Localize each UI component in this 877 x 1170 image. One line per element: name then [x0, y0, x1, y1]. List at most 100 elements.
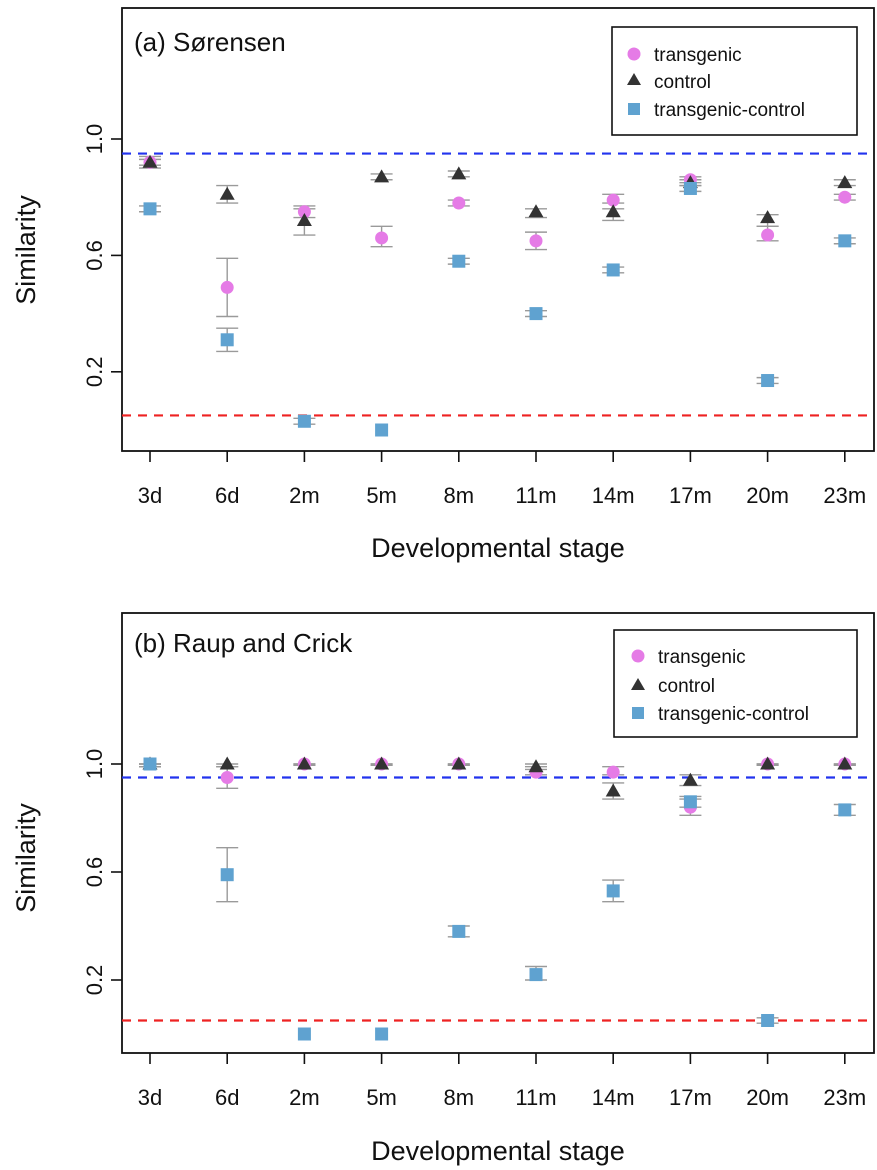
data-point-transgenic-control: [452, 924, 466, 938]
legend-key-control: [627, 73, 641, 85]
x-tick-label: 8m: [444, 483, 475, 508]
y-tick-label: 0.2: [82, 965, 107, 996]
data-point-transgenic: [220, 771, 234, 784]
panel-title: (b) Raup and Crick: [134, 628, 353, 658]
x-tick-label: 20m: [746, 1085, 789, 1110]
data-point-control: [374, 169, 390, 183]
data-point-control: [296, 756, 312, 770]
x-axis: 3d 6d 2m 5m 8m 11m 14m 17m 20m 23m: [138, 451, 866, 508]
data-point-control: [837, 756, 853, 770]
data-point-transgenic-control: [838, 234, 852, 248]
data-point-transgenic-control: [761, 374, 775, 388]
data-point-control: [837, 175, 853, 189]
x-tick-label: 11m: [515, 1085, 556, 1110]
x-tick-label: 6d: [215, 483, 239, 508]
legend-label-control: control: [658, 676, 715, 697]
x-tick-label: 20m: [746, 483, 789, 508]
data-point-transgenic: [297, 205, 311, 219]
data-marks: [139, 756, 856, 1041]
data-point-transgenic: [761, 228, 775, 242]
data-point-transgenic-control: [375, 1027, 389, 1041]
data-point-transgenic-control: [220, 333, 234, 347]
x-tick-label: 3d: [138, 483, 162, 508]
data-point-control: [682, 772, 698, 786]
legend-label-transgenic-control: transgenic-control: [658, 704, 809, 725]
data-point-transgenic-control: [529, 968, 543, 982]
legend: transgenic control transgenic-control: [613, 629, 858, 738]
x-tick-label: 2m: [289, 1085, 320, 1110]
legend-key-transgenic-control: [628, 103, 640, 115]
legend-box: [613, 629, 858, 738]
data-point-transgenic: [529, 234, 543, 248]
data-point-transgenic-control: [297, 1027, 311, 1041]
y-tick-label: 1.0: [82, 124, 107, 155]
legend-box: [611, 26, 858, 136]
legend-label-transgenic: transgenic: [654, 45, 742, 66]
y-tick-label: 0.6: [82, 857, 107, 888]
data-point-transgenic: [838, 190, 852, 204]
data-point-transgenic-control: [143, 202, 157, 216]
x-tick-label: 23m: [823, 483, 866, 508]
x-tick-label: 6d: [215, 1085, 239, 1110]
y-tick-label: 1.0: [82, 749, 107, 780]
legend-key-transgenic-control: [632, 707, 644, 719]
x-tick-label: 11m: [515, 483, 556, 508]
data-point-control: [605, 783, 621, 797]
panel-a: (a) Sørensen transgenic control transgen…: [11, 7, 875, 563]
plot-frame: [121, 612, 875, 1054]
x-tick-label: 5m: [366, 1085, 397, 1110]
panel-title: (a) Sørensen: [134, 27, 286, 57]
data-point-control: [296, 212, 312, 226]
y-axis: 0.2 0.6 1.0: [82, 749, 122, 996]
data-point-transgenic-control: [297, 414, 311, 428]
data-point-transgenic-control: [143, 757, 157, 771]
data-point-control: [528, 204, 544, 218]
legend-key-transgenic: [631, 649, 645, 663]
data-point-control: [605, 204, 621, 218]
data-point-transgenic-control: [606, 884, 620, 898]
data-point-transgenic: [452, 196, 466, 210]
panel-b: (b) Raup and Crick transgenic control tr…: [11, 612, 875, 1166]
data-point-transgenic-control: [529, 307, 543, 321]
data-point-transgenic-control: [683, 181, 697, 195]
data-point-transgenic: [606, 765, 620, 779]
data-point-transgenic: [220, 280, 234, 294]
y-tick-label: 0.6: [82, 240, 107, 271]
x-tick-label: 8m: [444, 1085, 475, 1110]
plot-frame: [121, 7, 875, 452]
x-tick-label: 2m: [289, 483, 320, 508]
x-tick-label: 14m: [592, 1085, 635, 1110]
y-axis-title: Similarity: [11, 195, 41, 305]
data-point-transgenic-control: [220, 868, 234, 882]
data-point-control: [760, 756, 776, 770]
legend-label-transgenic-control: transgenic-control: [654, 100, 805, 121]
data-point-control: [760, 210, 776, 224]
x-tick-label: 23m: [823, 1085, 866, 1110]
x-tick-label: 5m: [366, 483, 397, 508]
y-tick-label: 0.2: [82, 357, 107, 388]
data-point-control: [374, 756, 390, 770]
data-point-transgenic-control: [606, 263, 620, 277]
data-point-transgenic-control: [838, 803, 852, 817]
legend-label-transgenic: transgenic: [658, 647, 746, 668]
y-axis: 0.2 0.6 1.0: [82, 124, 122, 387]
x-axis-title: Developmental stage: [371, 1136, 625, 1166]
legend: transgenic control transgenic-control: [611, 26, 858, 136]
data-point-transgenic-control: [683, 795, 697, 809]
data-marks: [139, 154, 856, 437]
y-axis-title: Similarity: [11, 803, 41, 913]
x-tick-label: 17m: [669, 483, 712, 508]
legend-label-control: control: [654, 72, 711, 93]
x-tick-label: 14m: [592, 483, 635, 508]
data-point-control: [451, 166, 467, 180]
x-axis-title: Developmental stage: [371, 533, 625, 563]
legend-key-control: [631, 678, 645, 690]
data-point-transgenic-control: [761, 1014, 775, 1027]
x-tick-label: 17m: [669, 1085, 712, 1110]
data-point-control: [142, 154, 158, 168]
data-point-transgenic: [375, 231, 389, 245]
data-point-control: [451, 756, 467, 770]
x-tick-label: 3d: [138, 1085, 162, 1110]
data-point-control: [219, 186, 235, 200]
